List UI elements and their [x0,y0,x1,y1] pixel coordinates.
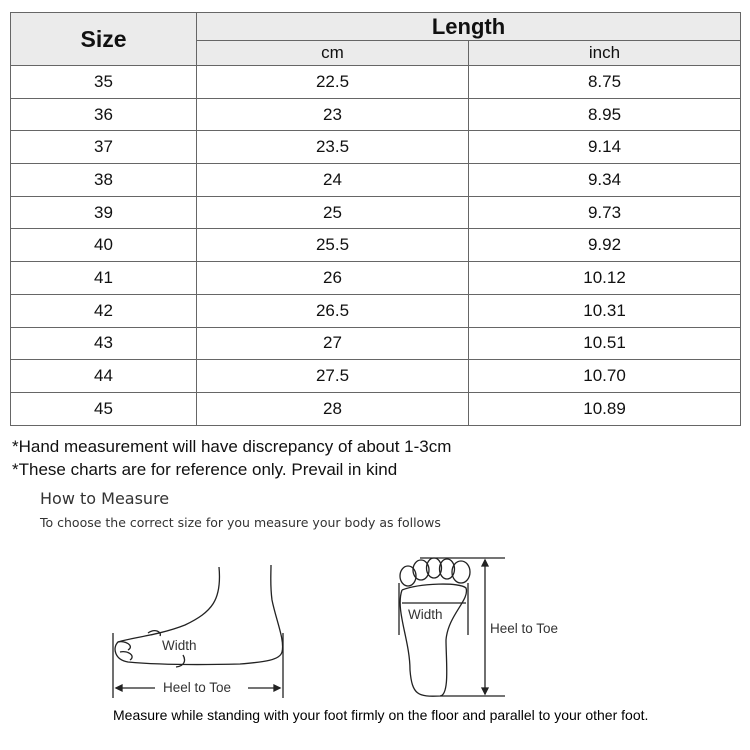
side-length-label: Heel to Toe [163,680,232,695]
table-row: 41 26 10.12 [10,261,742,295]
size-cell: 41 [10,261,197,295]
inch-cell: 9.34 [467,163,742,197]
how-to-measure-subtitle: To choose the correct size for you measu… [40,515,441,530]
sole-illustration [398,557,505,697]
table-row: 36 23 8.95 [10,97,742,132]
side-width-label: Width [162,638,197,653]
note-reference: *These charts are for reference only. Pr… [12,460,398,479]
size-cell: 43 [10,326,197,361]
table-row: 43 27 10.51 [10,326,742,361]
cm-cell: 28 [196,391,469,426]
sole-length-label: Heel to Toe [490,621,559,636]
inch-cell: 8.75 [467,65,742,99]
size-header: Size [10,12,197,66]
inch-header: inch [467,40,742,66]
cm-cell: 25 [196,195,469,230]
cm-cell: 24 [196,163,469,197]
cm-cell: 26.5 [196,293,469,328]
table-row: 38 24 9.34 [10,163,742,197]
size-cell: 36 [10,97,197,132]
cm-cell: 26 [196,261,469,295]
length-header: Length [195,12,742,41]
inch-cell: 10.12 [467,261,742,295]
inch-cell: 10.89 [467,391,742,426]
size-cell: 40 [10,228,197,263]
size-cell: 39 [10,195,197,230]
size-chart-table: Size Length cm inch 35 22.5 8.75 36 23 8.95 37… [10,12,742,426]
cm-cell: 23.5 [196,130,469,165]
cm-header: cm [196,40,469,66]
side-foot-illustration [112,564,284,698]
table-row: 40 25.5 9.92 [10,228,742,263]
cm-cell: 22.5 [196,65,469,99]
inch-cell: 8.95 [467,97,742,132]
note-discrepancy: *Hand measurement will have discrepancy … [12,437,452,456]
table-row: 35 22.5 8.75 [10,65,742,99]
cm-cell: 25.5 [196,228,469,263]
size-cell: 45 [10,391,197,426]
cm-cell: 23 [196,97,469,132]
sole-width-label: Width [408,607,443,622]
cm-cell: 27.5 [196,359,469,393]
table-row: 45 28 10.89 [10,391,742,426]
size-cell: 37 [10,130,197,165]
how-to-measure-title: How to Measure [40,489,170,508]
size-cell: 44 [10,359,197,393]
measure-caption: Measure while standing with your foot fi… [113,707,649,723]
inch-cell: 9.92 [467,228,742,263]
